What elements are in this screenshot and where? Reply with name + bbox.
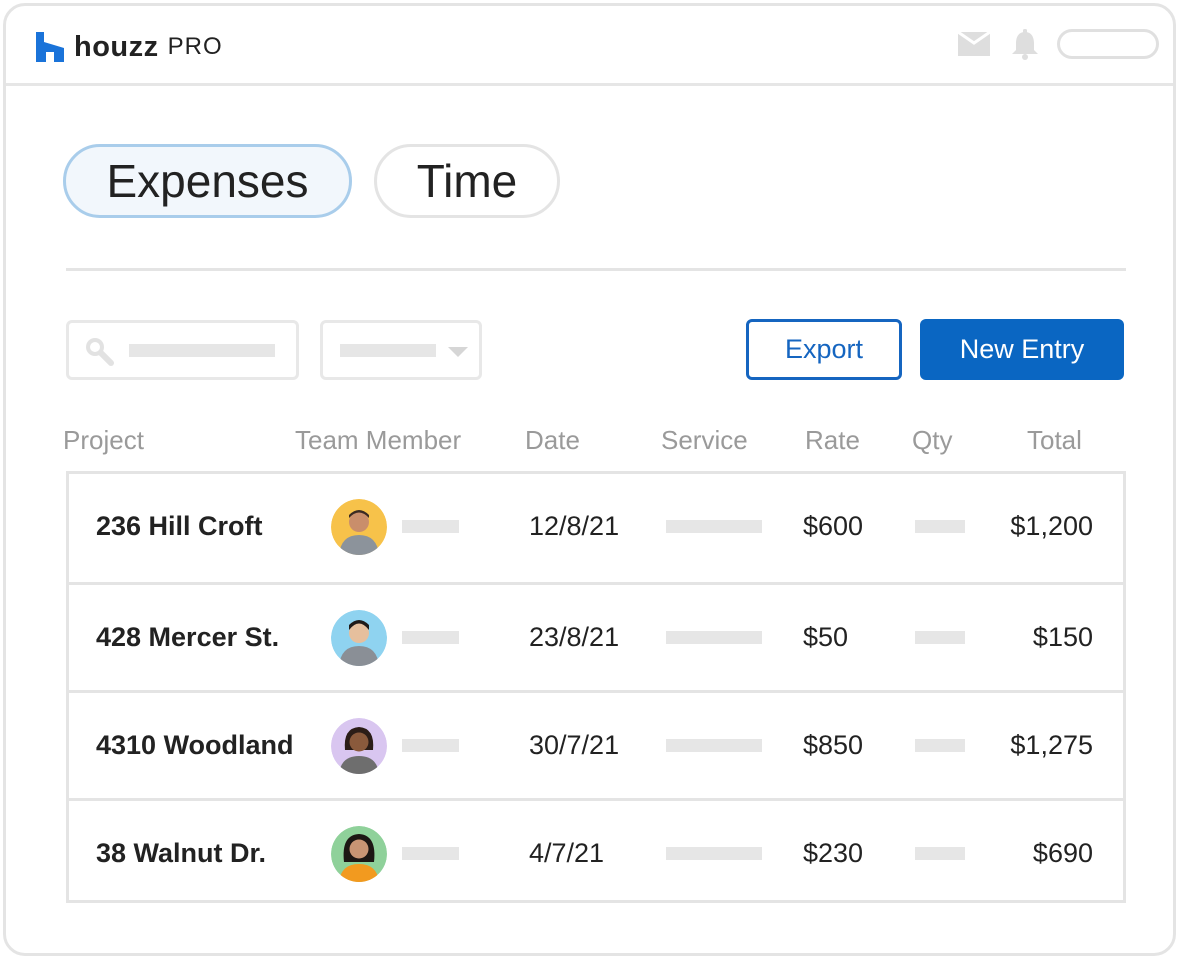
tab-time[interactable]: Time (374, 144, 560, 218)
qty-bar (915, 520, 965, 533)
user-menu-pill[interactable] (1057, 29, 1159, 59)
team-member-name-bar (402, 631, 459, 644)
team-member-cell (331, 585, 387, 690)
total-cell: $1,200 (1010, 511, 1093, 541)
qty-bar (915, 739, 965, 752)
total-cell: $690 (1032, 838, 1093, 868)
select-placeholder-bar (340, 344, 436, 357)
brand-product: PRO (167, 33, 223, 60)
header-qty[interactable]: Qty (912, 425, 953, 455)
total-cell: $1,275 (1010, 730, 1093, 760)
header-rate[interactable]: Rate (805, 425, 860, 455)
table-row[interactable]: 38 Walnut Dr. 4/7/21 $230 $690 (69, 798, 1123, 909)
project-cell: 236 Hill Croft (96, 511, 263, 541)
tab-bar: Expenses Time (63, 144, 560, 218)
chevron-down-icon (448, 347, 468, 357)
mail-icon[interactable] (957, 31, 991, 57)
houzz-logo-icon (36, 32, 64, 62)
search-icon (86, 338, 114, 366)
team-member-cell (331, 474, 387, 579)
export-button[interactable]: Export (746, 319, 902, 380)
avatar (331, 498, 387, 555)
team-member-name-bar (402, 847, 459, 860)
team-member-cell (331, 801, 387, 906)
header-total[interactable]: Total (1027, 425, 1082, 455)
service-bar (666, 520, 762, 533)
date-cell: 23/8/21 (529, 622, 620, 652)
table-row[interactable]: 428 Mercer St. 23/8/21 $50 $150 (69, 582, 1123, 693)
new-entry-button[interactable]: New Entry (920, 319, 1124, 380)
top-bar: houzz PRO (6, 6, 1173, 86)
header-service[interactable]: Service (661, 425, 748, 455)
total-cell: $150 (1032, 622, 1093, 652)
team-member-cell (331, 693, 387, 798)
entries-table: 236 Hill Croft 12/8/21 $600 $1,200 428 M… (66, 471, 1126, 903)
rate-cell: $50 (803, 622, 849, 652)
brand-name: houzz (74, 30, 159, 63)
header-team-member[interactable]: Team Member (295, 425, 462, 455)
rate-cell: $230 (803, 838, 864, 868)
team-member-name-bar (402, 739, 459, 752)
qty-bar (915, 847, 965, 860)
date-cell: 4/7/21 (529, 838, 605, 868)
service-bar (666, 631, 762, 644)
avatar (331, 825, 387, 882)
header-date[interactable]: Date (525, 425, 580, 455)
header-project[interactable]: Project (63, 425, 144, 455)
search-placeholder-bar (129, 344, 275, 357)
app-window: houzz PRO Expenses Time (3, 3, 1176, 956)
date-cell: 12/8/21 (529, 511, 620, 541)
service-bar (666, 739, 762, 752)
service-bar (666, 847, 762, 860)
top-icons (957, 28, 1159, 60)
rate-cell: $850 (803, 730, 864, 760)
houzz-pro-logo[interactable]: houzz PRO (36, 30, 223, 64)
divider (66, 268, 1126, 271)
date-cell: 30/7/21 (529, 730, 620, 760)
qty-bar (915, 631, 965, 644)
project-cell: 428 Mercer St. (96, 622, 280, 652)
team-member-name-bar (402, 520, 459, 533)
avatar (331, 609, 387, 666)
table-row[interactable]: 236 Hill Croft 12/8/21 $600 $1,200 (69, 474, 1123, 582)
table-row[interactable]: 4310 Woodland 30/7/21 $850 $1,275 (69, 690, 1123, 801)
rate-cell: $600 (803, 511, 864, 541)
project-cell: 4310 Woodland (96, 730, 294, 760)
search-input[interactable] (66, 320, 299, 380)
avatar (331, 717, 387, 774)
project-cell: 38 Walnut Dr. (96, 838, 267, 868)
filter-select[interactable] (320, 320, 482, 380)
bell-icon[interactable] (1009, 28, 1041, 60)
tab-expenses[interactable]: Expenses (63, 144, 352, 218)
